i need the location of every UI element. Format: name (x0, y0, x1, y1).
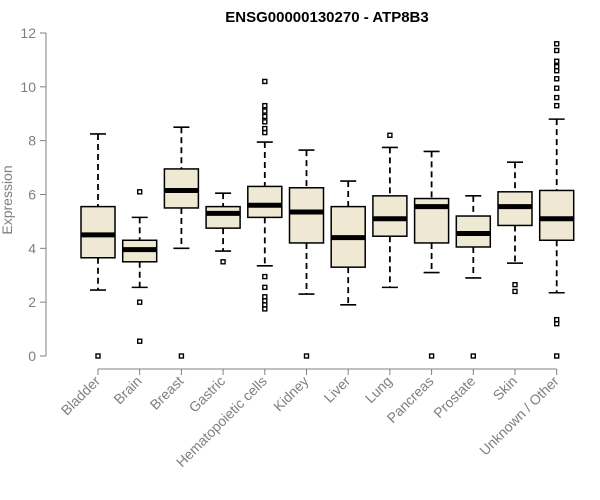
y-tick-label: 4 (28, 240, 36, 256)
iqr-box (372, 195, 408, 237)
outlier-point (262, 273, 268, 280)
outlier-point (554, 47, 560, 54)
outlier-point (554, 58, 560, 64)
boxes-group (80, 41, 575, 359)
outlier-point (262, 306, 268, 312)
box-unknown-other (538, 41, 575, 359)
x-tick-label: Brain (110, 373, 144, 407)
iqr-box (80, 205, 116, 259)
x-tick-label: Breast (147, 373, 187, 413)
box-pancreas (413, 150, 450, 359)
box-kidney (288, 149, 325, 359)
outlier-point (136, 299, 143, 305)
y-tick-label: 12 (20, 25, 36, 41)
y-tick-label: 8 (28, 133, 36, 149)
outlier-point (262, 102, 268, 109)
outlier-point (262, 78, 268, 85)
x-tick-label: Kidney (270, 373, 312, 415)
box-hematopoietic-cells (247, 78, 283, 312)
x-tick-label: Bladder (58, 373, 104, 419)
outlier-point (554, 76, 560, 82)
outlier-point (95, 353, 101, 359)
box-skin (497, 161, 533, 295)
outlier-point (220, 259, 226, 265)
box-gastric (205, 192, 241, 265)
x-tick-label: Liver (321, 373, 354, 406)
outlier-point (470, 353, 476, 359)
y-tick-label: 2 (28, 294, 36, 310)
iqr-box (205, 205, 241, 229)
iqr-box (288, 187, 325, 244)
outlier-point (512, 281, 518, 288)
y-axis: 0 2 4 6 8 10 12 (20, 25, 47, 364)
outlier-point (428, 353, 435, 359)
box-bladder (80, 133, 116, 359)
outlier-point (554, 102, 560, 109)
outlier-point (554, 85, 560, 91)
outlier-point (387, 132, 393, 138)
y-axis-label: Expression (0, 165, 15, 234)
outlier-point (262, 119, 268, 125)
outlier-point (136, 189, 143, 195)
y-tick-label: 10 (20, 79, 36, 95)
outlier-point (512, 288, 518, 295)
outlier-point (554, 67, 560, 74)
outlier-point (554, 94, 560, 101)
outlier-point (554, 353, 560, 359)
outlier-point (136, 338, 143, 344)
outlier-point (554, 321, 560, 327)
x-tick-label: Prostate (430, 373, 478, 421)
outlier-point (303, 353, 310, 359)
iqr-box (538, 189, 575, 242)
box-liver (330, 180, 366, 306)
x-tick-label: Skin (490, 373, 521, 404)
outlier-point (262, 108, 268, 114)
box-brain (121, 189, 158, 344)
outlier-point (262, 129, 268, 136)
x-tick-label: Lung (362, 373, 395, 406)
box-prostate (455, 195, 492, 359)
outlier-point (262, 284, 268, 291)
box-lung (372, 132, 408, 289)
outlier-point (178, 353, 185, 359)
outlier-point (262, 113, 268, 120)
chart-title: ENSG00000130270 - ATP8B3 (225, 9, 428, 26)
box-breast (163, 126, 200, 359)
y-tick-label: 6 (28, 187, 36, 203)
x-tick-label: Unknown / Other (476, 373, 562, 459)
iqr-box (247, 185, 283, 219)
outlier-point (554, 41, 560, 47)
y-tick-label: 0 (28, 348, 36, 364)
